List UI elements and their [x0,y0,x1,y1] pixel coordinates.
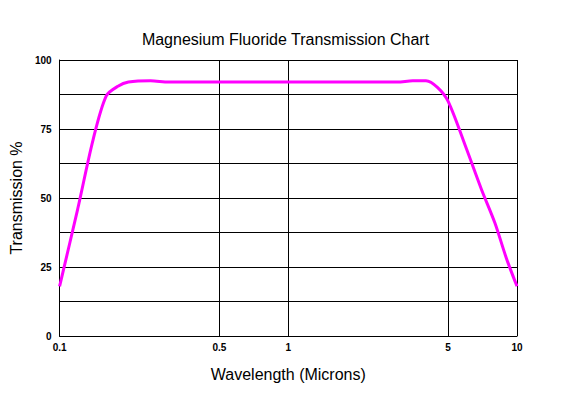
svg-text:5: 5 [445,342,451,353]
svg-text:Transmission %: Transmission % [8,141,25,254]
svg-text:Magnesium Fluoride Transmissio: Magnesium Fluoride Transmission Chart [142,31,430,48]
svg-text:10: 10 [511,342,523,353]
svg-text:0.1: 0.1 [53,342,67,353]
svg-text:1: 1 [286,342,292,353]
svg-text:25: 25 [40,262,52,273]
svg-text:75: 75 [40,124,52,135]
svg-text:0: 0 [46,331,52,342]
svg-text:Wavelength (Microns): Wavelength (Microns) [211,366,366,383]
svg-text:50: 50 [40,193,52,204]
svg-text:0.5: 0.5 [212,342,226,353]
svg-text:100: 100 [35,55,52,66]
